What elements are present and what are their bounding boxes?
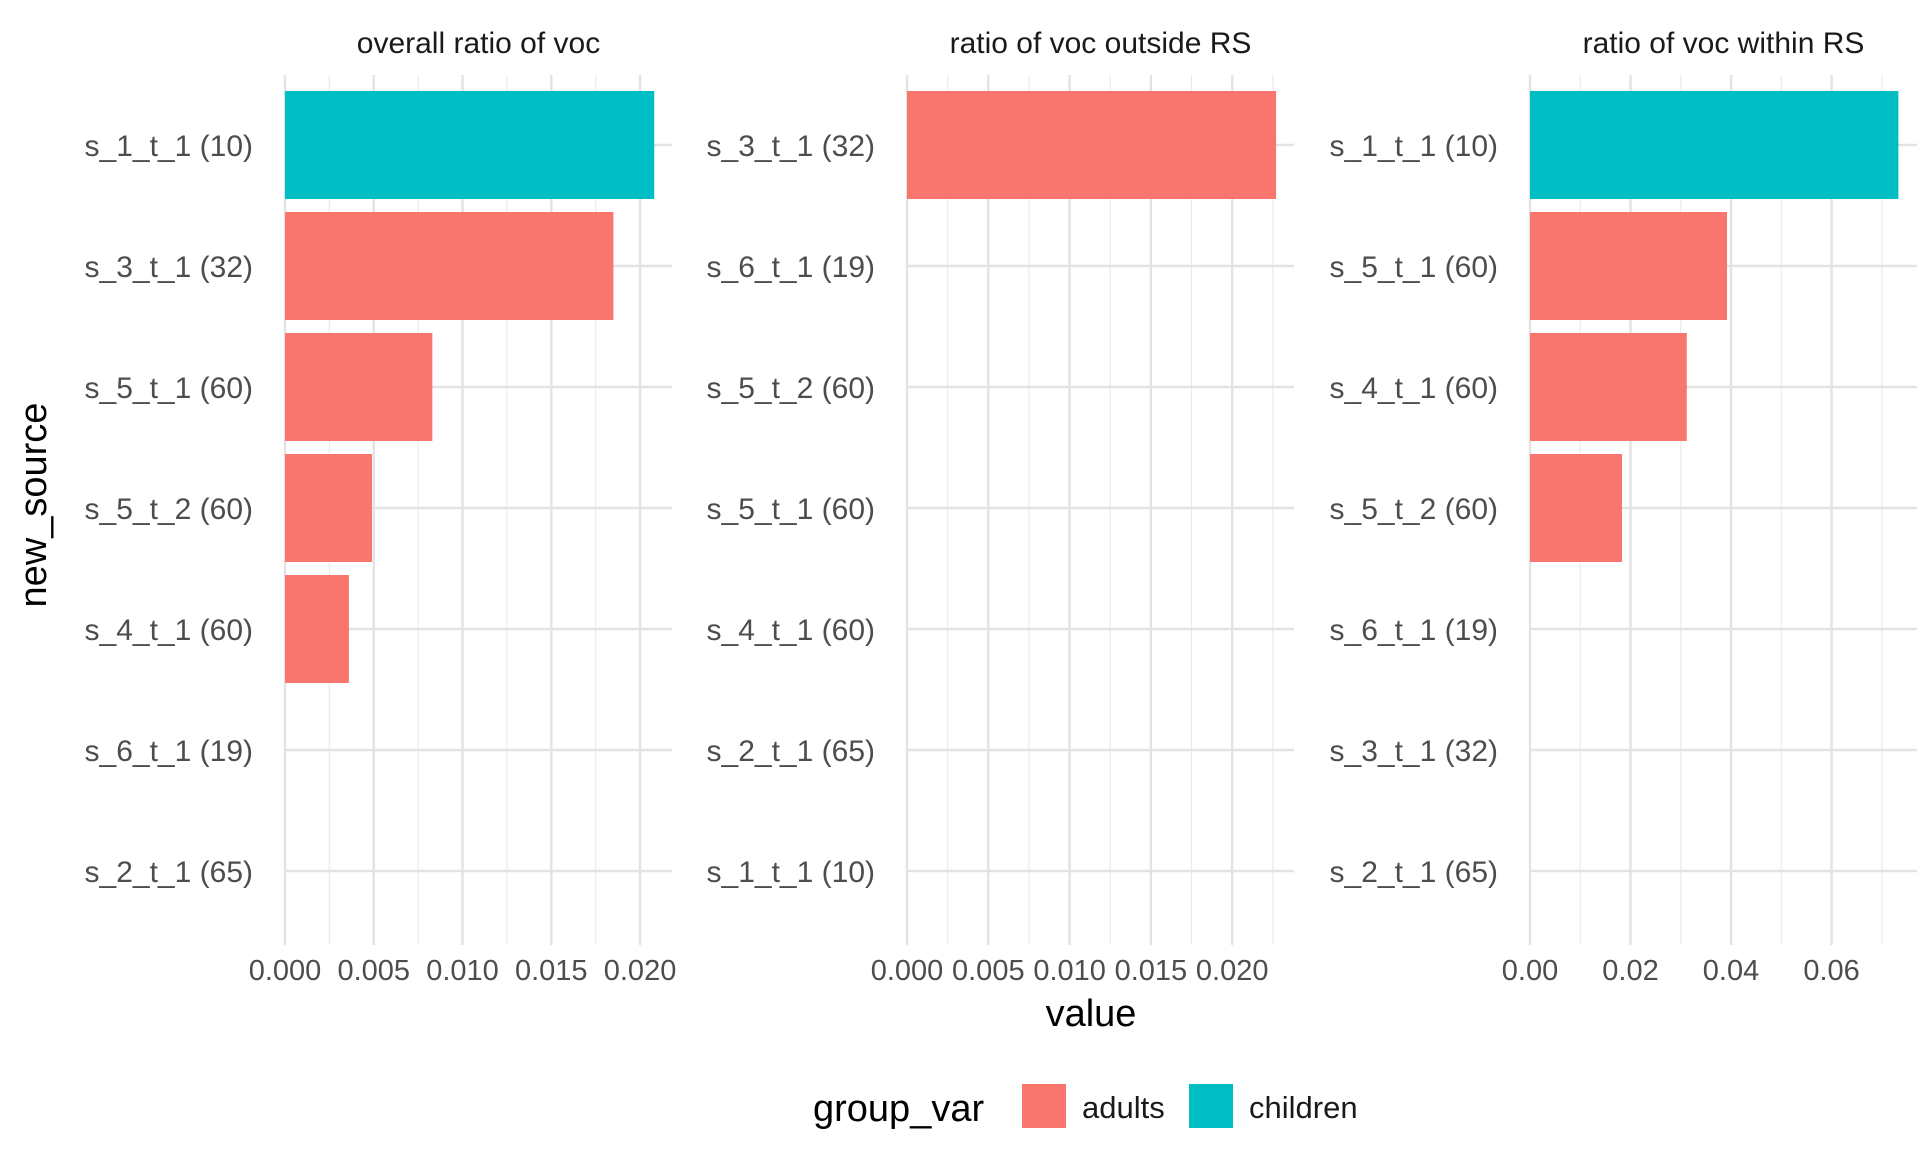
- x-tick-label: 0.020: [604, 955, 677, 987]
- y-tick-label: s_5_t_1 (60): [707, 493, 875, 526]
- y-tick-label: s_1_t_1 (10): [707, 856, 875, 889]
- x-axis-title: value: [1046, 993, 1137, 1035]
- y-tick-label: s_6_t_1 (19): [1330, 614, 1498, 647]
- y-tick-label: s_4_t_1 (60): [1330, 372, 1498, 405]
- bar: [1530, 454, 1622, 562]
- panel-3: ratio of voc within RS s_1_t_1 (10) s_5_t_…: [1330, 27, 1917, 987]
- y-tick-label: s_3_t_1 (32): [85, 251, 253, 284]
- panel-title: ratio of voc outside RS: [950, 27, 1252, 60]
- legend-label-children: children: [1249, 1090, 1358, 1125]
- x-tick-label: 0.015: [1115, 955, 1188, 987]
- y-tick-label: s_5_t_2 (60): [85, 493, 253, 526]
- y-tick-label: s_1_t_1 (10): [1330, 130, 1498, 163]
- bar: [1530, 212, 1728, 320]
- legend-key-children: [1189, 1084, 1233, 1128]
- legend-label-adults: adults: [1082, 1090, 1165, 1125]
- y-tick-label: s_1_t_1 (10): [85, 130, 253, 163]
- bar: [285, 212, 614, 320]
- y-tick-label: s_6_t_1 (19): [85, 735, 253, 768]
- panel-title: overall ratio of voc: [357, 27, 600, 60]
- y-tick-label: s_5_t_2 (60): [707, 372, 875, 405]
- y-tick-label: s_3_t_1 (32): [707, 130, 875, 163]
- legend: adults children: [1022, 1084, 1358, 1128]
- x-tick-label: 0.005: [337, 955, 410, 987]
- bar: [285, 454, 372, 562]
- y-tick-label: s_2_t_1 (65): [1330, 856, 1498, 889]
- x-tick-label: 0.005: [952, 955, 1025, 987]
- x-tick-label: 0.06: [1803, 955, 1859, 987]
- panel-1: overall ratio of voc s_1_t_1 (10) s_3_t_1 …: [85, 27, 677, 987]
- x-tick-label: 0.010: [1033, 955, 1106, 987]
- x-tick-label: 0.02: [1602, 955, 1658, 987]
- legend-key-adults: [1022, 1084, 1066, 1128]
- bar: [285, 333, 433, 441]
- x-tick-label: 0.04: [1703, 955, 1759, 987]
- x-tick-label: 0.000: [871, 955, 944, 987]
- y-tick-label: s_5_t_1 (60): [1330, 251, 1498, 284]
- bar: [285, 91, 655, 199]
- bar: [1530, 91, 1899, 199]
- y-tick-label: s_5_t_1 (60): [85, 372, 253, 405]
- panel-title: ratio of voc within RS: [1583, 27, 1865, 60]
- y-tick-label: s_4_t_1 (60): [85, 614, 253, 647]
- panel-2: ratio of voc outside RS s_3_t_1 (32) s_6_t…: [707, 27, 1294, 987]
- bar: [285, 575, 349, 683]
- x-tick-label: 0.010: [426, 955, 499, 987]
- y-tick-label: s_2_t_1 (65): [85, 856, 253, 889]
- x-tick-label: 0.020: [1196, 955, 1269, 987]
- x-tick-label: 0.000: [249, 955, 322, 987]
- y-tick-label: s_4_t_1 (60): [707, 614, 875, 647]
- bar: [907, 91, 1277, 199]
- bar: [1530, 333, 1687, 441]
- y-axis-title: new_source: [13, 403, 55, 608]
- y-tick-label: s_3_t_1 (32): [1330, 735, 1498, 768]
- y-tick-label: s_6_t_1 (19): [707, 251, 875, 284]
- y-tick-label: s_5_t_2 (60): [1330, 493, 1498, 526]
- x-tick-label: 0.00: [1502, 955, 1558, 987]
- x-tick-label: 0.015: [515, 955, 588, 987]
- y-tick-label: s_2_t_1 (65): [707, 735, 875, 768]
- legend-title: group_var: [813, 1088, 984, 1130]
